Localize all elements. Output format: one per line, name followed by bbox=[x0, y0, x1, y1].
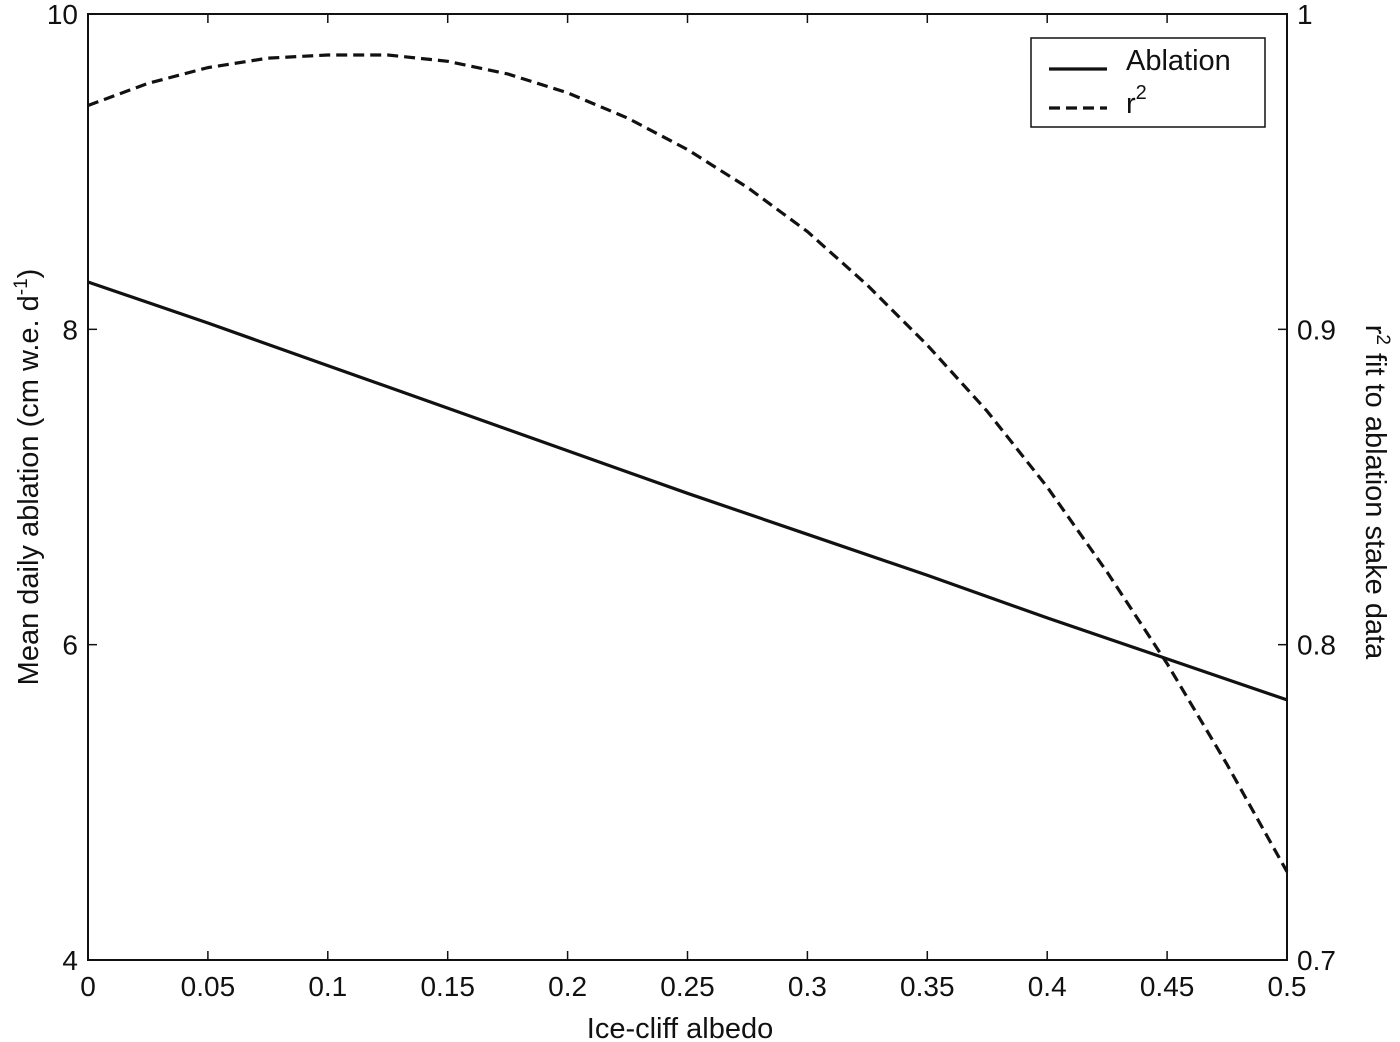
legend-label-r2-base: r bbox=[1126, 88, 1136, 120]
x-tick-label: 0 bbox=[80, 971, 96, 1002]
x-tick-label: 0.25 bbox=[660, 971, 715, 1002]
x-tick-label: 0.05 bbox=[181, 971, 236, 1002]
y-right-axis-label: r2 fit to ablation stake data bbox=[1359, 325, 1393, 660]
y-left-tick-label: 8 bbox=[62, 314, 78, 345]
y-right-axis-label-text: fit to ablation stake data bbox=[1359, 345, 1391, 660]
y-right-tick-label: 1 bbox=[1297, 0, 1313, 30]
x-tick-label: 0.2 bbox=[548, 971, 587, 1002]
x-tick-label: 0.5 bbox=[1268, 971, 1307, 1002]
y-left-axis-label: Mean daily ablation (cm w.e. d-1) bbox=[11, 269, 45, 686]
series-line-r2 bbox=[87, 53, 1289, 873]
y-left-tick-label: 4 bbox=[62, 945, 78, 976]
x-tick-label: 0.1 bbox=[308, 971, 347, 1002]
x-tick-label: 0.15 bbox=[420, 971, 475, 1002]
y-right-axis-label-prefix: r bbox=[1359, 325, 1391, 335]
plot-frame bbox=[87, 13, 1288, 961]
y-left-axis-ticks: 4 6 8 10 bbox=[47, 0, 97, 976]
y-right-tick-label: 0.7 bbox=[1297, 945, 1336, 976]
legend-label-r2-superscript: 2 bbox=[1136, 82, 1147, 104]
legend: Ablation r2 bbox=[1030, 37, 1266, 128]
x-tick-label: 0.3 bbox=[788, 971, 827, 1002]
x-axis-label: Ice-cliff albedo bbox=[587, 1013, 773, 1042]
series-line-ablation bbox=[87, 280, 1288, 702]
x-tick-label: 0.45 bbox=[1140, 971, 1195, 1002]
y-right-tick-label: 0.9 bbox=[1297, 314, 1336, 345]
x-tick-label: 0.4 bbox=[1028, 971, 1067, 1002]
y-left-tick-label: 10 bbox=[47, 0, 78, 30]
legend-box bbox=[1030, 37, 1266, 128]
x-tick-label: 0.35 bbox=[900, 971, 955, 1002]
y-right-axis-ticks: 0.7 0.8 0.9 1 bbox=[1278, 0, 1336, 976]
y-left-tick-label: 6 bbox=[62, 630, 78, 661]
legend-label-r2: r2 bbox=[1126, 82, 1147, 120]
y-left-axis-label-superscript: -1 bbox=[11, 278, 32, 295]
y-left-axis-label-suffix: ) bbox=[13, 269, 45, 279]
series-layer bbox=[87, 53, 1289, 873]
y-right-tick-label: 0.8 bbox=[1297, 630, 1336, 661]
y-right-axis-label-superscript: 2 bbox=[1372, 334, 1393, 345]
x-axis-ticks: 0 0.05 0.1 0.15 0.2 0.25 0.3 0.35 0.4 0.45 0.5 bbox=[80, 14, 1306, 1002]
legend-label-ablation: Ablation bbox=[1126, 45, 1231, 77]
y-left-axis-label-text: Mean daily ablation (cm w.e. d bbox=[13, 295, 45, 685]
